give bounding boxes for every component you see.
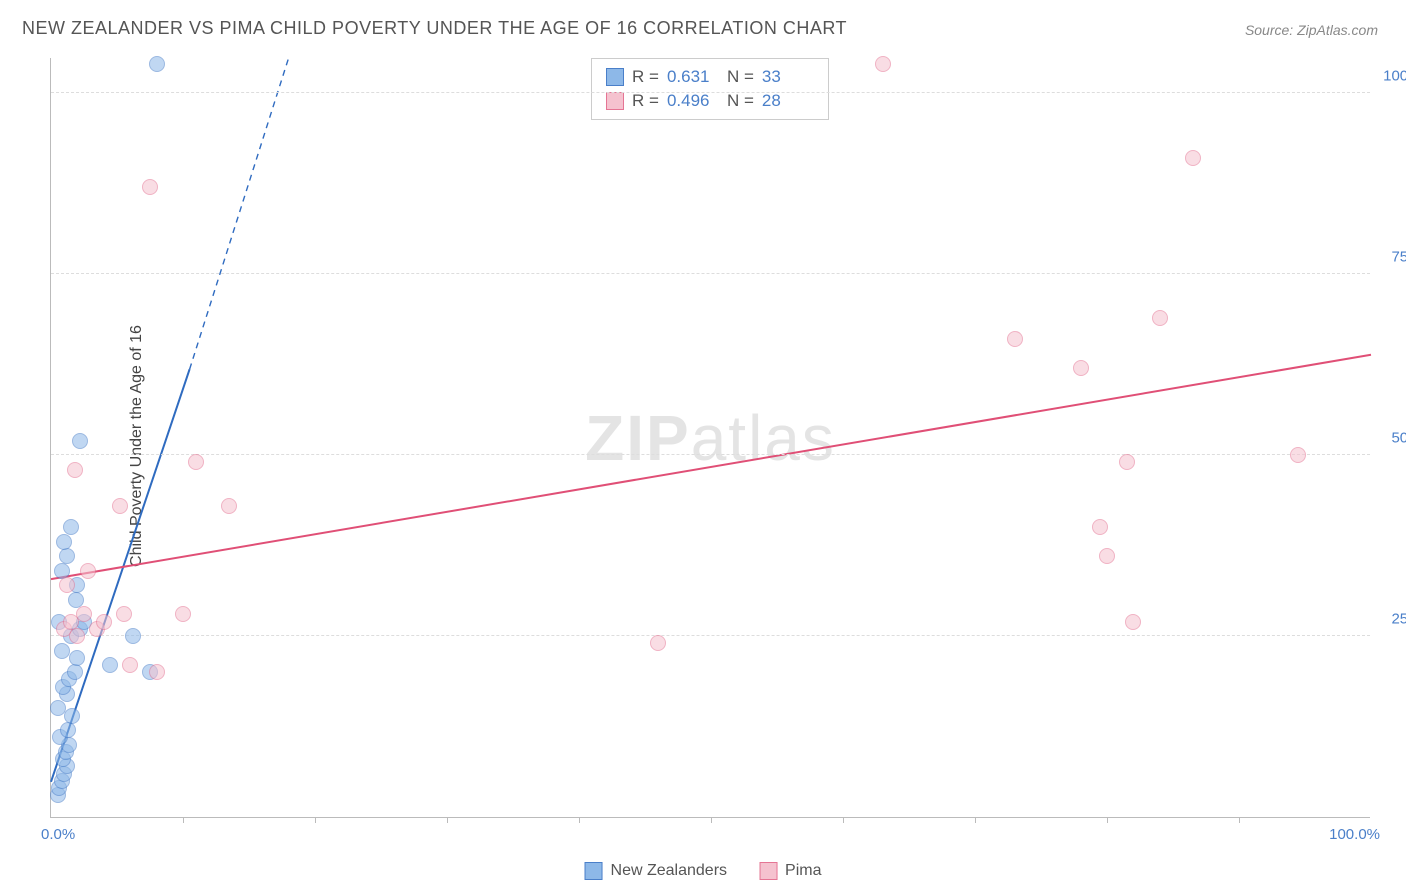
- stat-r-label: R =: [632, 91, 659, 111]
- x-axis-min-label: 0.0%: [41, 826, 75, 843]
- scatter-marker: [60, 722, 76, 738]
- stat-r-value: 0.496: [667, 91, 719, 111]
- stat-r-value: 0.631: [667, 67, 719, 87]
- y-tick-label: 75.0%: [1376, 249, 1406, 266]
- scatter-marker: [650, 635, 666, 651]
- x-tick: [1107, 817, 1108, 823]
- scatter-marker: [69, 628, 85, 644]
- x-tick: [711, 817, 712, 823]
- series-swatch: [606, 92, 624, 110]
- scatter-marker: [72, 433, 88, 449]
- series-label: New Zealanders: [611, 862, 728, 880]
- x-axis-max-label: 100.0%: [1329, 826, 1380, 843]
- x-tick: [183, 817, 184, 823]
- x-legend-item: Pima: [759, 862, 821, 880]
- x-tick: [315, 817, 316, 823]
- scatter-marker: [69, 650, 85, 666]
- chart-title: NEW ZEALANDER VS PIMA CHILD POVERTY UNDE…: [22, 18, 847, 39]
- scatter-marker: [221, 498, 237, 514]
- plot-area: ZIPatlas R =0.631N =33R =0.496N =28 0.0%…: [50, 58, 1370, 818]
- scatter-marker: [67, 462, 83, 478]
- series-swatch: [585, 862, 603, 880]
- x-tick: [975, 817, 976, 823]
- scatter-marker: [50, 700, 66, 716]
- stat-n-value: 28: [762, 91, 814, 111]
- stat-r-label: R =: [632, 67, 659, 87]
- stat-n-value: 33: [762, 67, 814, 87]
- scatter-marker: [96, 614, 112, 630]
- scatter-marker: [68, 592, 84, 608]
- scatter-marker: [122, 657, 138, 673]
- scatter-marker: [54, 643, 70, 659]
- stats-row: R = 0.631 N = 33: [606, 65, 814, 89]
- scatter-marker: [1119, 454, 1135, 470]
- source-attribution: Source: ZipAtlas.com: [1245, 22, 1378, 38]
- y-tick-label: 50.0%: [1376, 430, 1406, 447]
- scatter-marker: [59, 548, 75, 564]
- scatter-marker: [80, 563, 96, 579]
- scatter-marker: [149, 664, 165, 680]
- scatter-marker: [1007, 331, 1023, 347]
- series-label: Pima: [785, 862, 821, 880]
- scatter-marker: [63, 519, 79, 535]
- x-axis-legend: New Zealanders Pima: [585, 862, 822, 880]
- scatter-marker: [175, 606, 191, 622]
- gridline-h: [51, 273, 1370, 274]
- trend-lines-svg: [51, 58, 1371, 818]
- chart-container: NEW ZEALANDER VS PIMA CHILD POVERTY UNDE…: [0, 0, 1406, 892]
- scatter-marker: [1290, 447, 1306, 463]
- scatter-marker: [64, 708, 80, 724]
- scatter-marker: [76, 606, 92, 622]
- scatter-marker: [116, 606, 132, 622]
- scatter-marker: [1125, 614, 1141, 630]
- scatter-marker: [56, 534, 72, 550]
- stats-legend-box: R = 0.631 N = 33 R = 0.496 N = 28: [591, 58, 829, 120]
- scatter-marker: [142, 179, 158, 195]
- scatter-marker: [67, 664, 83, 680]
- scatter-marker: [102, 657, 118, 673]
- gridline-h: [51, 92, 1370, 93]
- scatter-marker: [1099, 548, 1115, 564]
- x-legend-item: New Zealanders: [585, 862, 728, 880]
- series-swatch: [759, 862, 777, 880]
- stat-n-label: N =: [727, 67, 754, 87]
- scatter-marker: [188, 454, 204, 470]
- x-tick: [1239, 817, 1240, 823]
- series-swatch: [606, 68, 624, 86]
- y-tick-label: 25.0%: [1376, 611, 1406, 628]
- x-tick: [843, 817, 844, 823]
- scatter-marker: [125, 628, 141, 644]
- gridline-h: [51, 454, 1370, 455]
- scatter-marker: [149, 56, 165, 72]
- scatter-marker: [1073, 360, 1089, 376]
- stat-n-label: N =: [727, 91, 754, 111]
- scatter-marker: [59, 577, 75, 593]
- scatter-marker: [1152, 310, 1168, 326]
- scatter-marker: [1092, 519, 1108, 535]
- y-tick-label: 100.0%: [1376, 68, 1406, 85]
- scatter-marker: [112, 498, 128, 514]
- scatter-marker: [1185, 150, 1201, 166]
- scatter-marker: [875, 56, 891, 72]
- x-tick: [579, 817, 580, 823]
- gridline-h: [51, 635, 1370, 636]
- x-tick: [447, 817, 448, 823]
